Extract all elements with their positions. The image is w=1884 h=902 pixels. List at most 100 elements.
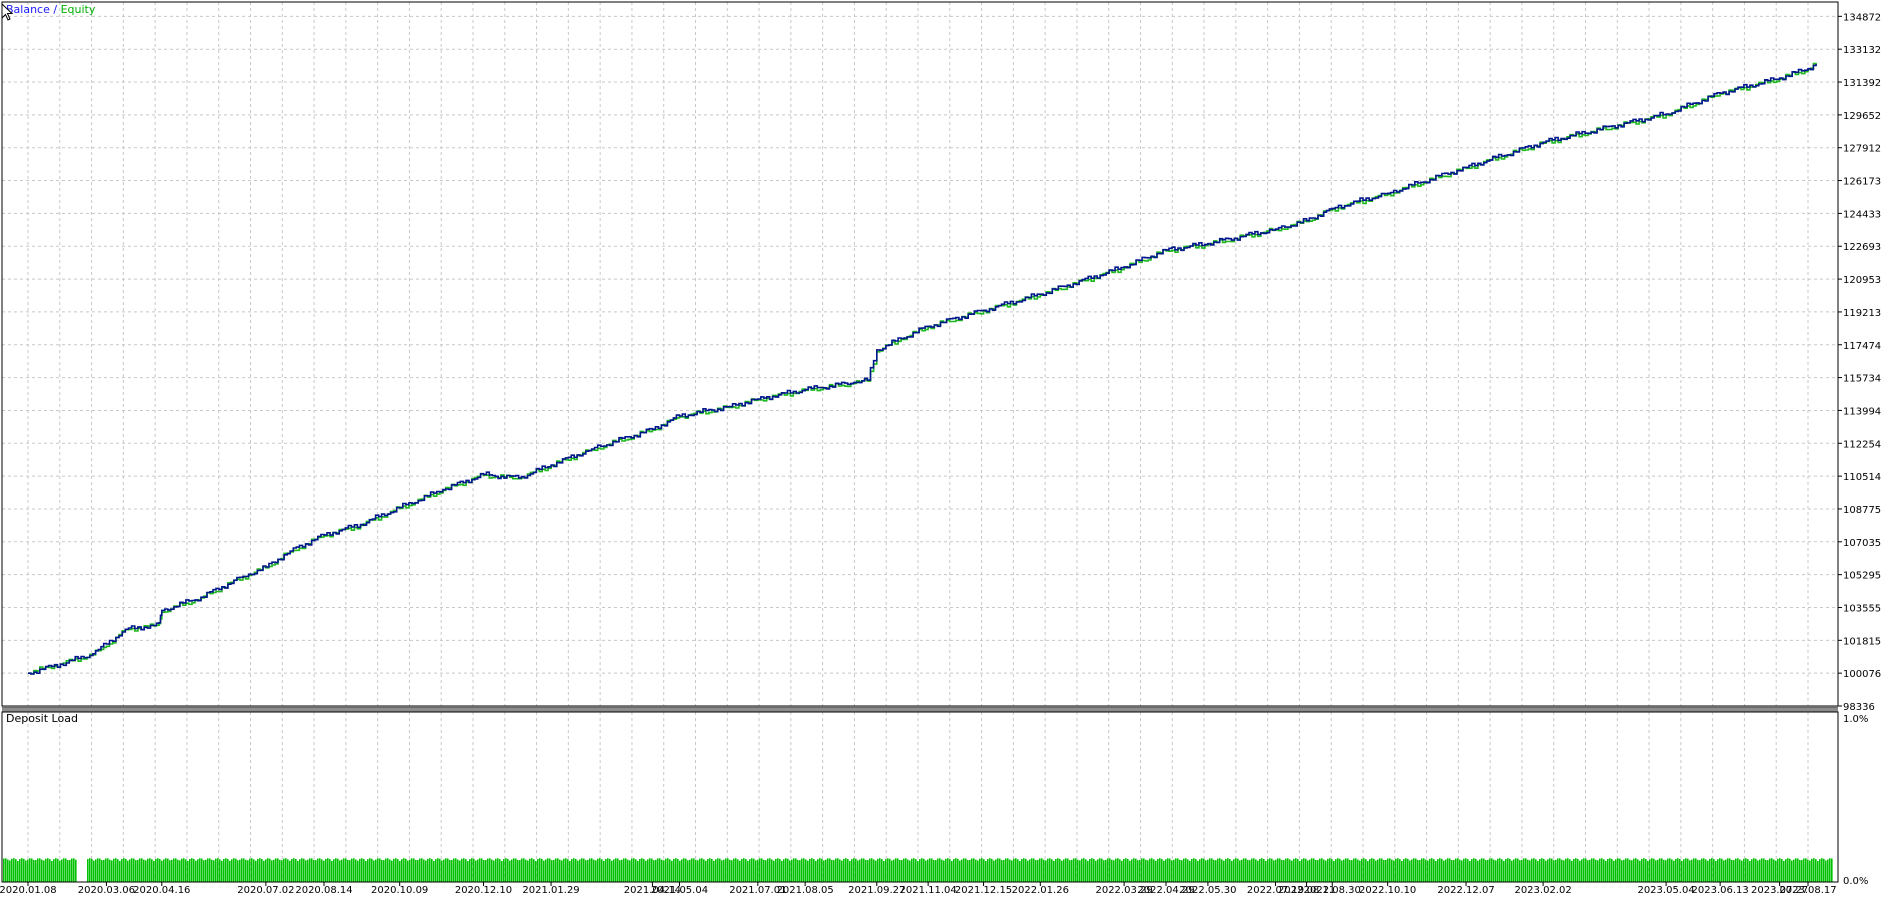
x-tick-label: 2022.01.26	[1012, 885, 1069, 896]
deposit-load-bar	[941, 859, 943, 882]
deposit-load-bar	[1525, 858, 1527, 882]
deposit-load-bar	[1511, 860, 1513, 882]
deposit-load-bar	[165, 858, 167, 882]
deposit-load-bar	[355, 859, 357, 882]
deposit-load-bar	[967, 860, 969, 882]
deposit-load-bar	[1797, 858, 1799, 882]
deposit-load-bar	[1309, 859, 1311, 882]
deposit-load-bar	[149, 858, 151, 882]
deposit-load-bar	[627, 859, 629, 882]
deposit-load-bar	[687, 860, 689, 882]
deposit-load-bar	[1393, 860, 1395, 882]
deposit-load-bar	[325, 858, 327, 882]
deposit-load-bar	[1087, 860, 1089, 882]
x-tick-label: 2021.09.27	[848, 885, 905, 896]
deposit-load-bar	[87, 859, 89, 882]
deposit-load-bar	[93, 860, 95, 882]
deposit-load-bar	[471, 858, 473, 882]
deposit-load-bar	[787, 858, 789, 882]
deposit-load-bar	[709, 858, 711, 882]
legend-balance[interactable]: Balance	[6, 3, 50, 16]
legend-equity[interactable]: Equity	[60, 3, 96, 16]
deposit-load-bar	[1075, 858, 1077, 882]
deposit-load-bar	[541, 858, 543, 882]
deposit-load-bar	[339, 860, 341, 882]
deposit-load-bar	[801, 858, 803, 882]
deposit-load-bar	[1343, 859, 1345, 882]
deposit-load-bar	[1351, 860, 1353, 882]
deposit-load-bar	[679, 860, 681, 882]
deposit-load-bar	[1097, 859, 1099, 882]
deposit-load-bar	[1669, 858, 1671, 882]
deposit-load-bar	[505, 858, 507, 882]
deposit-load-bar	[799, 860, 801, 882]
deposit-load-bar	[825, 859, 827, 882]
deposit-load-bar	[1167, 858, 1169, 882]
deposit-load-bar	[1653, 858, 1655, 882]
deposit-load-bar	[935, 860, 937, 882]
deposit-load-bar	[781, 860, 783, 882]
chart-legend: Balance / Equity	[6, 3, 95, 16]
deposit-load-bar	[371, 858, 373, 882]
deposit-load-bar	[1239, 860, 1241, 882]
deposit-load-bar	[953, 859, 955, 882]
deposit-load-bar	[1081, 858, 1083, 882]
deposit-load-bar	[239, 859, 241, 882]
deposit-load-bar	[569, 860, 571, 882]
deposit-load-bar	[735, 858, 737, 882]
deposit-load-bar	[1617, 858, 1619, 882]
deposit-load-bar	[1499, 858, 1501, 882]
deposit-load-bar	[155, 859, 157, 882]
deposit-load-bar	[91, 858, 93, 882]
deposit-load-bar	[25, 860, 27, 882]
deposit-load-bar	[1579, 860, 1581, 882]
deposit-load-bar	[573, 858, 575, 882]
deposit-load-bar	[263, 860, 265, 882]
deposit-load-bar	[341, 859, 343, 882]
deposit-load-bar	[857, 860, 859, 882]
deposit-load-bar	[737, 859, 739, 882]
deposit-load-bar	[53, 859, 55, 882]
deposit-load-bar	[1447, 858, 1449, 882]
deposit-load-bar	[1651, 858, 1653, 882]
y-tick-label: 100076	[1843, 669, 1881, 680]
deposit-load-bar	[1093, 858, 1095, 882]
deposit-load-bar	[1699, 860, 1701, 882]
deposit-load-bar	[1455, 858, 1457, 882]
deposit-load-bar	[1585, 858, 1587, 882]
deposit-load-bar	[1357, 859, 1359, 882]
deposit-load-bar	[491, 859, 493, 882]
deposit-load-bar	[157, 858, 159, 882]
deposit-load-bar	[1491, 858, 1493, 882]
deposit-load-bar	[13, 858, 15, 882]
deposit-load-bar	[1275, 859, 1277, 882]
x-tick-label: 2022.08.11	[1278, 885, 1335, 896]
deposit-load-bar	[1111, 859, 1113, 882]
deposit-load-bar	[71, 858, 73, 882]
deposit-load-bar	[1533, 858, 1535, 882]
deposit-load-bar	[1603, 859, 1605, 882]
equity-line	[28, 62, 1817, 675]
deposit-load-bar	[1631, 860, 1633, 882]
y-tick-label: 134872	[1843, 12, 1881, 23]
deposit-load-bar	[1485, 860, 1487, 882]
deposit-load-bar	[693, 858, 695, 882]
deposit-load-bar	[1409, 860, 1411, 882]
deposit-load-bar	[703, 859, 705, 882]
deposit-load-bar	[1509, 858, 1511, 882]
deposit-load-bar	[1537, 860, 1539, 882]
deposit-load-bar	[869, 858, 871, 882]
deposit-load-bar	[1235, 858, 1237, 882]
deposit-load-bar	[595, 860, 597, 882]
deposit-load-bar	[401, 859, 403, 882]
deposit-load-bar	[639, 858, 641, 882]
deposit-load-bar	[397, 859, 399, 882]
deposit-load-bar	[829, 858, 831, 882]
deposit-load-bar	[143, 859, 145, 882]
deposit-load-bar	[1183, 858, 1185, 882]
deposit-load-bar	[963, 858, 965, 882]
deposit-load-bar	[1755, 858, 1757, 882]
deposit-load-bar	[455, 858, 457, 882]
deposit-load-bar	[785, 858, 787, 882]
deposit-load-bar	[609, 858, 611, 882]
